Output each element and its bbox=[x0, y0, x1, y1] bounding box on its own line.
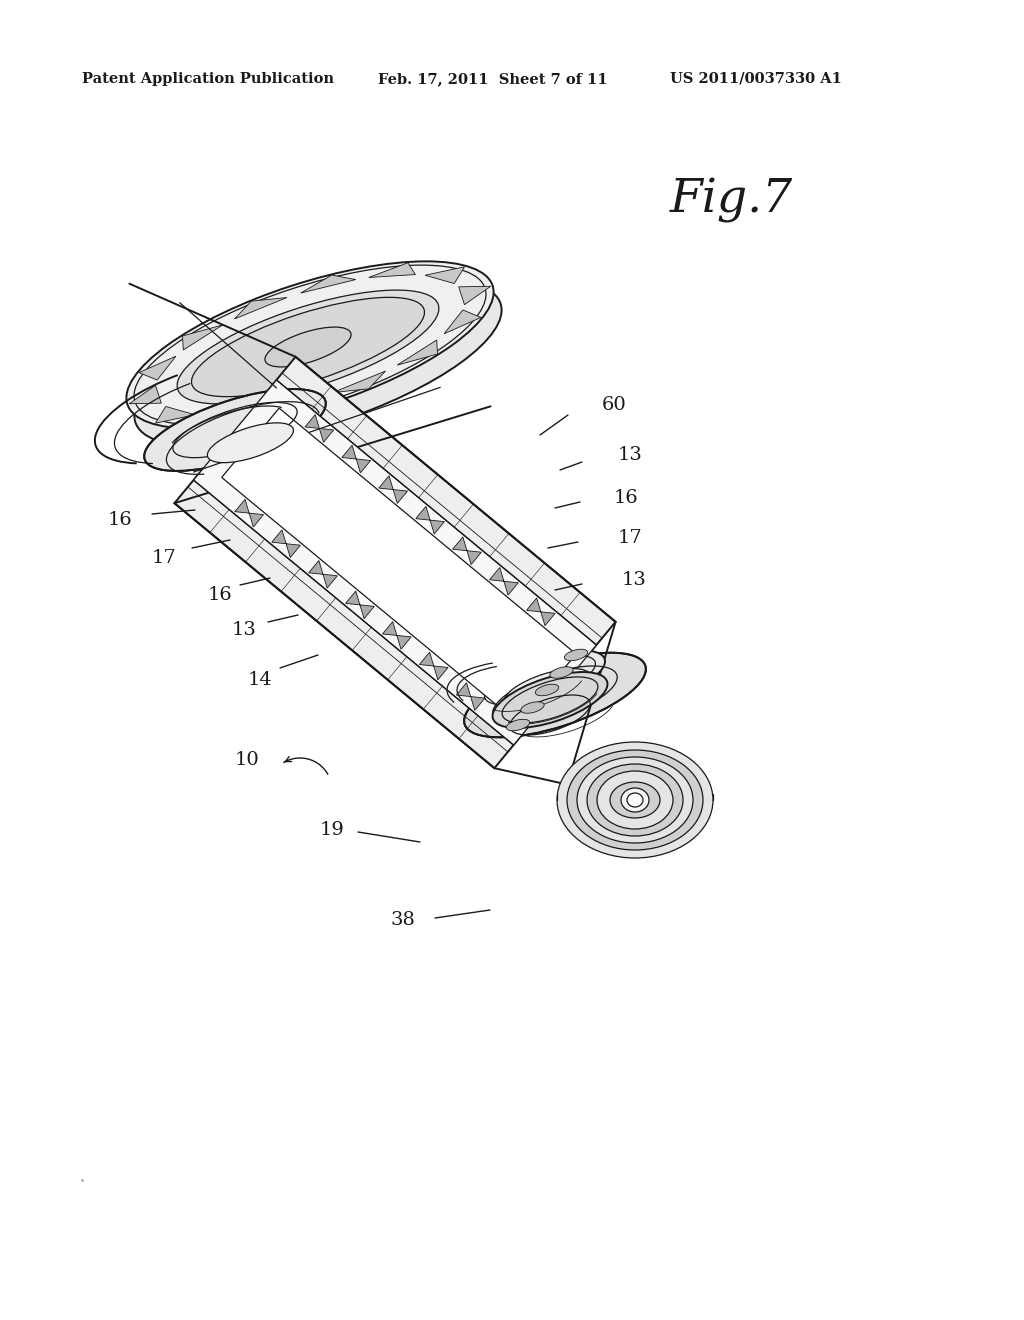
Polygon shape bbox=[305, 414, 334, 442]
Polygon shape bbox=[194, 380, 596, 744]
Text: US 2011/0037330 A1: US 2011/0037330 A1 bbox=[670, 73, 842, 86]
Ellipse shape bbox=[134, 280, 502, 446]
Text: 38: 38 bbox=[390, 911, 415, 929]
Text: 13: 13 bbox=[232, 620, 257, 639]
Polygon shape bbox=[550, 664, 569, 671]
Polygon shape bbox=[489, 568, 518, 595]
Polygon shape bbox=[342, 445, 371, 473]
Ellipse shape bbox=[475, 651, 605, 710]
Ellipse shape bbox=[177, 290, 439, 404]
Ellipse shape bbox=[536, 684, 559, 696]
Ellipse shape bbox=[521, 702, 544, 713]
Ellipse shape bbox=[550, 667, 573, 678]
Ellipse shape bbox=[567, 750, 703, 850]
Ellipse shape bbox=[207, 422, 294, 463]
Polygon shape bbox=[369, 263, 416, 277]
Polygon shape bbox=[516, 663, 538, 671]
Text: 17: 17 bbox=[152, 549, 177, 568]
Polygon shape bbox=[222, 408, 575, 723]
Text: 60: 60 bbox=[602, 396, 627, 414]
Text: 16: 16 bbox=[208, 586, 232, 605]
Ellipse shape bbox=[493, 672, 607, 727]
Polygon shape bbox=[345, 591, 374, 619]
Ellipse shape bbox=[504, 669, 591, 709]
Ellipse shape bbox=[557, 742, 713, 858]
Text: 17: 17 bbox=[618, 529, 643, 546]
Polygon shape bbox=[383, 622, 412, 649]
Polygon shape bbox=[264, 397, 319, 414]
Polygon shape bbox=[510, 689, 530, 696]
Text: 16: 16 bbox=[108, 511, 133, 529]
Polygon shape bbox=[182, 325, 223, 350]
Text: 14: 14 bbox=[248, 671, 272, 689]
Polygon shape bbox=[526, 598, 555, 626]
Ellipse shape bbox=[564, 649, 588, 661]
Text: 19: 19 bbox=[319, 821, 345, 840]
Text: 13: 13 bbox=[618, 446, 643, 465]
Polygon shape bbox=[139, 356, 176, 380]
Ellipse shape bbox=[597, 771, 673, 829]
Polygon shape bbox=[397, 341, 437, 366]
Polygon shape bbox=[568, 682, 589, 689]
Ellipse shape bbox=[144, 389, 326, 471]
Polygon shape bbox=[543, 689, 564, 697]
Polygon shape bbox=[570, 672, 592, 678]
Ellipse shape bbox=[191, 297, 425, 397]
Text: Feb. 17, 2011  Sheet 7 of 11: Feb. 17, 2011 Sheet 7 of 11 bbox=[378, 73, 607, 86]
Polygon shape bbox=[234, 297, 287, 319]
Text: 13: 13 bbox=[622, 572, 647, 589]
Polygon shape bbox=[425, 267, 465, 284]
Polygon shape bbox=[129, 385, 162, 404]
Polygon shape bbox=[156, 407, 195, 424]
Ellipse shape bbox=[265, 327, 351, 367]
Polygon shape bbox=[490, 671, 511, 677]
Polygon shape bbox=[420, 652, 449, 680]
Polygon shape bbox=[333, 371, 385, 392]
Text: Patent Application Publication: Patent Application Publication bbox=[82, 73, 334, 86]
Polygon shape bbox=[205, 413, 251, 428]
Polygon shape bbox=[234, 499, 263, 527]
Polygon shape bbox=[416, 507, 444, 535]
Polygon shape bbox=[301, 275, 355, 293]
Ellipse shape bbox=[610, 781, 660, 818]
Polygon shape bbox=[379, 475, 408, 503]
Ellipse shape bbox=[464, 652, 646, 738]
Polygon shape bbox=[453, 537, 481, 565]
Ellipse shape bbox=[621, 788, 649, 812]
Polygon shape bbox=[457, 682, 485, 710]
Polygon shape bbox=[444, 310, 481, 334]
Text: Fig.7: Fig.7 bbox=[670, 178, 794, 223]
Polygon shape bbox=[487, 681, 510, 688]
Ellipse shape bbox=[627, 793, 643, 807]
Text: 10: 10 bbox=[234, 751, 260, 770]
Polygon shape bbox=[271, 529, 300, 557]
Polygon shape bbox=[174, 356, 615, 768]
Ellipse shape bbox=[506, 719, 529, 731]
Text: 16: 16 bbox=[614, 488, 639, 507]
Polygon shape bbox=[308, 561, 337, 589]
Ellipse shape bbox=[587, 764, 683, 836]
Ellipse shape bbox=[577, 756, 693, 843]
Polygon shape bbox=[459, 286, 490, 305]
Ellipse shape bbox=[126, 261, 494, 429]
